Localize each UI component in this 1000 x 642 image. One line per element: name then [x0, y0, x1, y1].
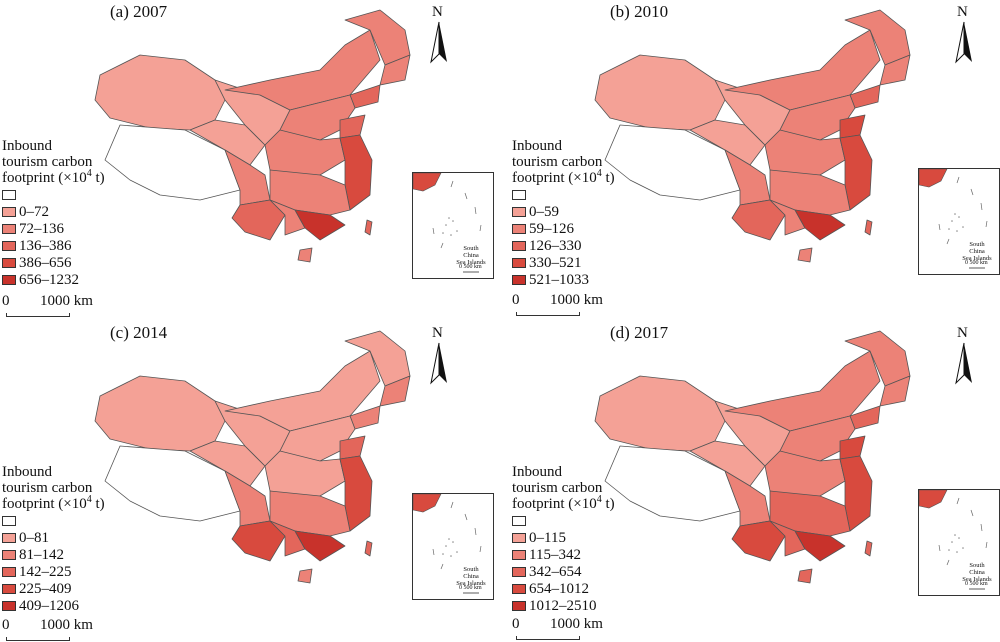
panel-title: (a) 2007: [110, 2, 168, 21]
legend-item: 0–59: [512, 203, 615, 220]
north-label: N: [432, 4, 443, 20]
legend-item: 81–142: [2, 546, 105, 563]
legend-item: 136–386: [2, 237, 105, 254]
legend-title: Inbound tourism carbon footprint (×104 t…: [2, 138, 105, 186]
legend-item: 126–330: [512, 237, 615, 254]
china-map-b: [594, 9, 911, 263]
china-map-d: [594, 330, 911, 584]
legend-item-no-data: [512, 512, 615, 529]
region-guangdong: [294, 209, 346, 241]
north-label: N: [957, 4, 968, 20]
legend-item-no-data: [2, 512, 105, 529]
region-east-coast: [339, 134, 373, 211]
legend-item: 1012–2510: [512, 597, 615, 614]
region-taiwan: [364, 219, 373, 236]
compass-icon: [430, 342, 447, 385]
legend: Inbound tourism carbon footprint (×104 t…: [512, 464, 615, 614]
legend-item: 0–72: [2, 203, 105, 220]
legend-item: 72–136: [2, 220, 105, 237]
region-jilin: [379, 54, 411, 86]
north-arrow: N: [950, 4, 978, 68]
legend-item-no-data: [2, 186, 105, 203]
legend-item-no-data: [512, 186, 615, 203]
legend-item: 142–225: [2, 563, 105, 580]
panel-title: (d) 2017: [610, 323, 669, 342]
inset-label: South China Sea Islands: [962, 562, 992, 583]
south-china-sea-inset: South China Sea Islands 0 500 km: [412, 493, 494, 600]
legend-item: 0–115: [512, 529, 615, 546]
legend-item: 654–1012: [512, 580, 615, 597]
inset-scale: 0 500 km: [965, 581, 988, 587]
legend-title: Inbound tourism carbon footprint (×104 t…: [512, 138, 615, 186]
region-hainan: [297, 247, 313, 263]
legend: Inbound tourism carbon footprint (×104 t…: [2, 464, 105, 614]
inset-scale: 0 500 km: [965, 260, 988, 266]
region-tibet: [104, 124, 241, 201]
region-xinjiang: [94, 54, 226, 131]
south-china-sea-inset: South China Sea Islands 0 500 km: [918, 168, 1000, 275]
panel-title: (c) 2014: [110, 323, 168, 342]
legend-item: 342–654: [512, 563, 615, 580]
legend-item: 59–126: [512, 220, 615, 237]
north-label: N: [957, 325, 968, 341]
region-guangxi: [269, 199, 306, 236]
compass-icon: [430, 21, 447, 64]
map-panel-a: (a) 2007 N Inbound tourism carbon footpr…: [0, 0, 500, 321]
china-map-c: [94, 330, 411, 584]
legend: Inbound tourism carbon footprint (×104 t…: [2, 138, 105, 288]
map-panel-c: (c) 2014 N Inbound tourism carbon footpr…: [0, 321, 500, 642]
inset-label: South China Sea Islands: [962, 241, 992, 262]
legend-item: 330–521: [512, 254, 615, 271]
north-arrow: N: [950, 325, 978, 389]
inset-label: South China Sea Islands: [456, 245, 486, 266]
region-central: [264, 129, 346, 176]
panel-title: (b) 2010: [610, 2, 669, 21]
legend-item: 115–342: [512, 546, 615, 563]
inset-label: South China Sea Islands: [456, 566, 486, 587]
compass-icon: [955, 342, 972, 385]
south-china-sea-inset: South China Sea Islands 0 500 km: [412, 172, 494, 279]
inset-scale: 0 500 km: [459, 264, 482, 270]
china-map-a: [94, 9, 411, 263]
legend: Inbound tourism carbon footprint (×104 t…: [512, 138, 615, 288]
legend-item: 225–409: [2, 580, 105, 597]
map-panel-b: (b) 2010 N Inbound tourism carbon footpr…: [500, 0, 1000, 321]
region-inner-mongolia: [224, 29, 381, 111]
legend-item: 0–81: [2, 529, 105, 546]
inset-scale: 0 500 km: [459, 585, 482, 591]
north-arrow: N: [425, 325, 453, 389]
legend-item: 656–1232: [2, 271, 105, 288]
compass-icon: [955, 21, 972, 64]
north-label: N: [432, 325, 443, 341]
legend-item: 409–1206: [2, 597, 105, 614]
legend-title: Inbound tourism carbon footprint (×104 t…: [512, 464, 615, 512]
south-china-sea-inset: South China Sea Islands 0 500 km: [918, 489, 1000, 596]
map-panel-d: (d) 2017 N Inbound tourism carbon footpr…: [500, 321, 1000, 642]
legend-item: 386–656: [2, 254, 105, 271]
legend-item: 521–1033: [512, 271, 615, 288]
legend-title: Inbound tourism carbon footprint (×104 t…: [2, 464, 105, 512]
north-arrow: N: [425, 4, 453, 68]
